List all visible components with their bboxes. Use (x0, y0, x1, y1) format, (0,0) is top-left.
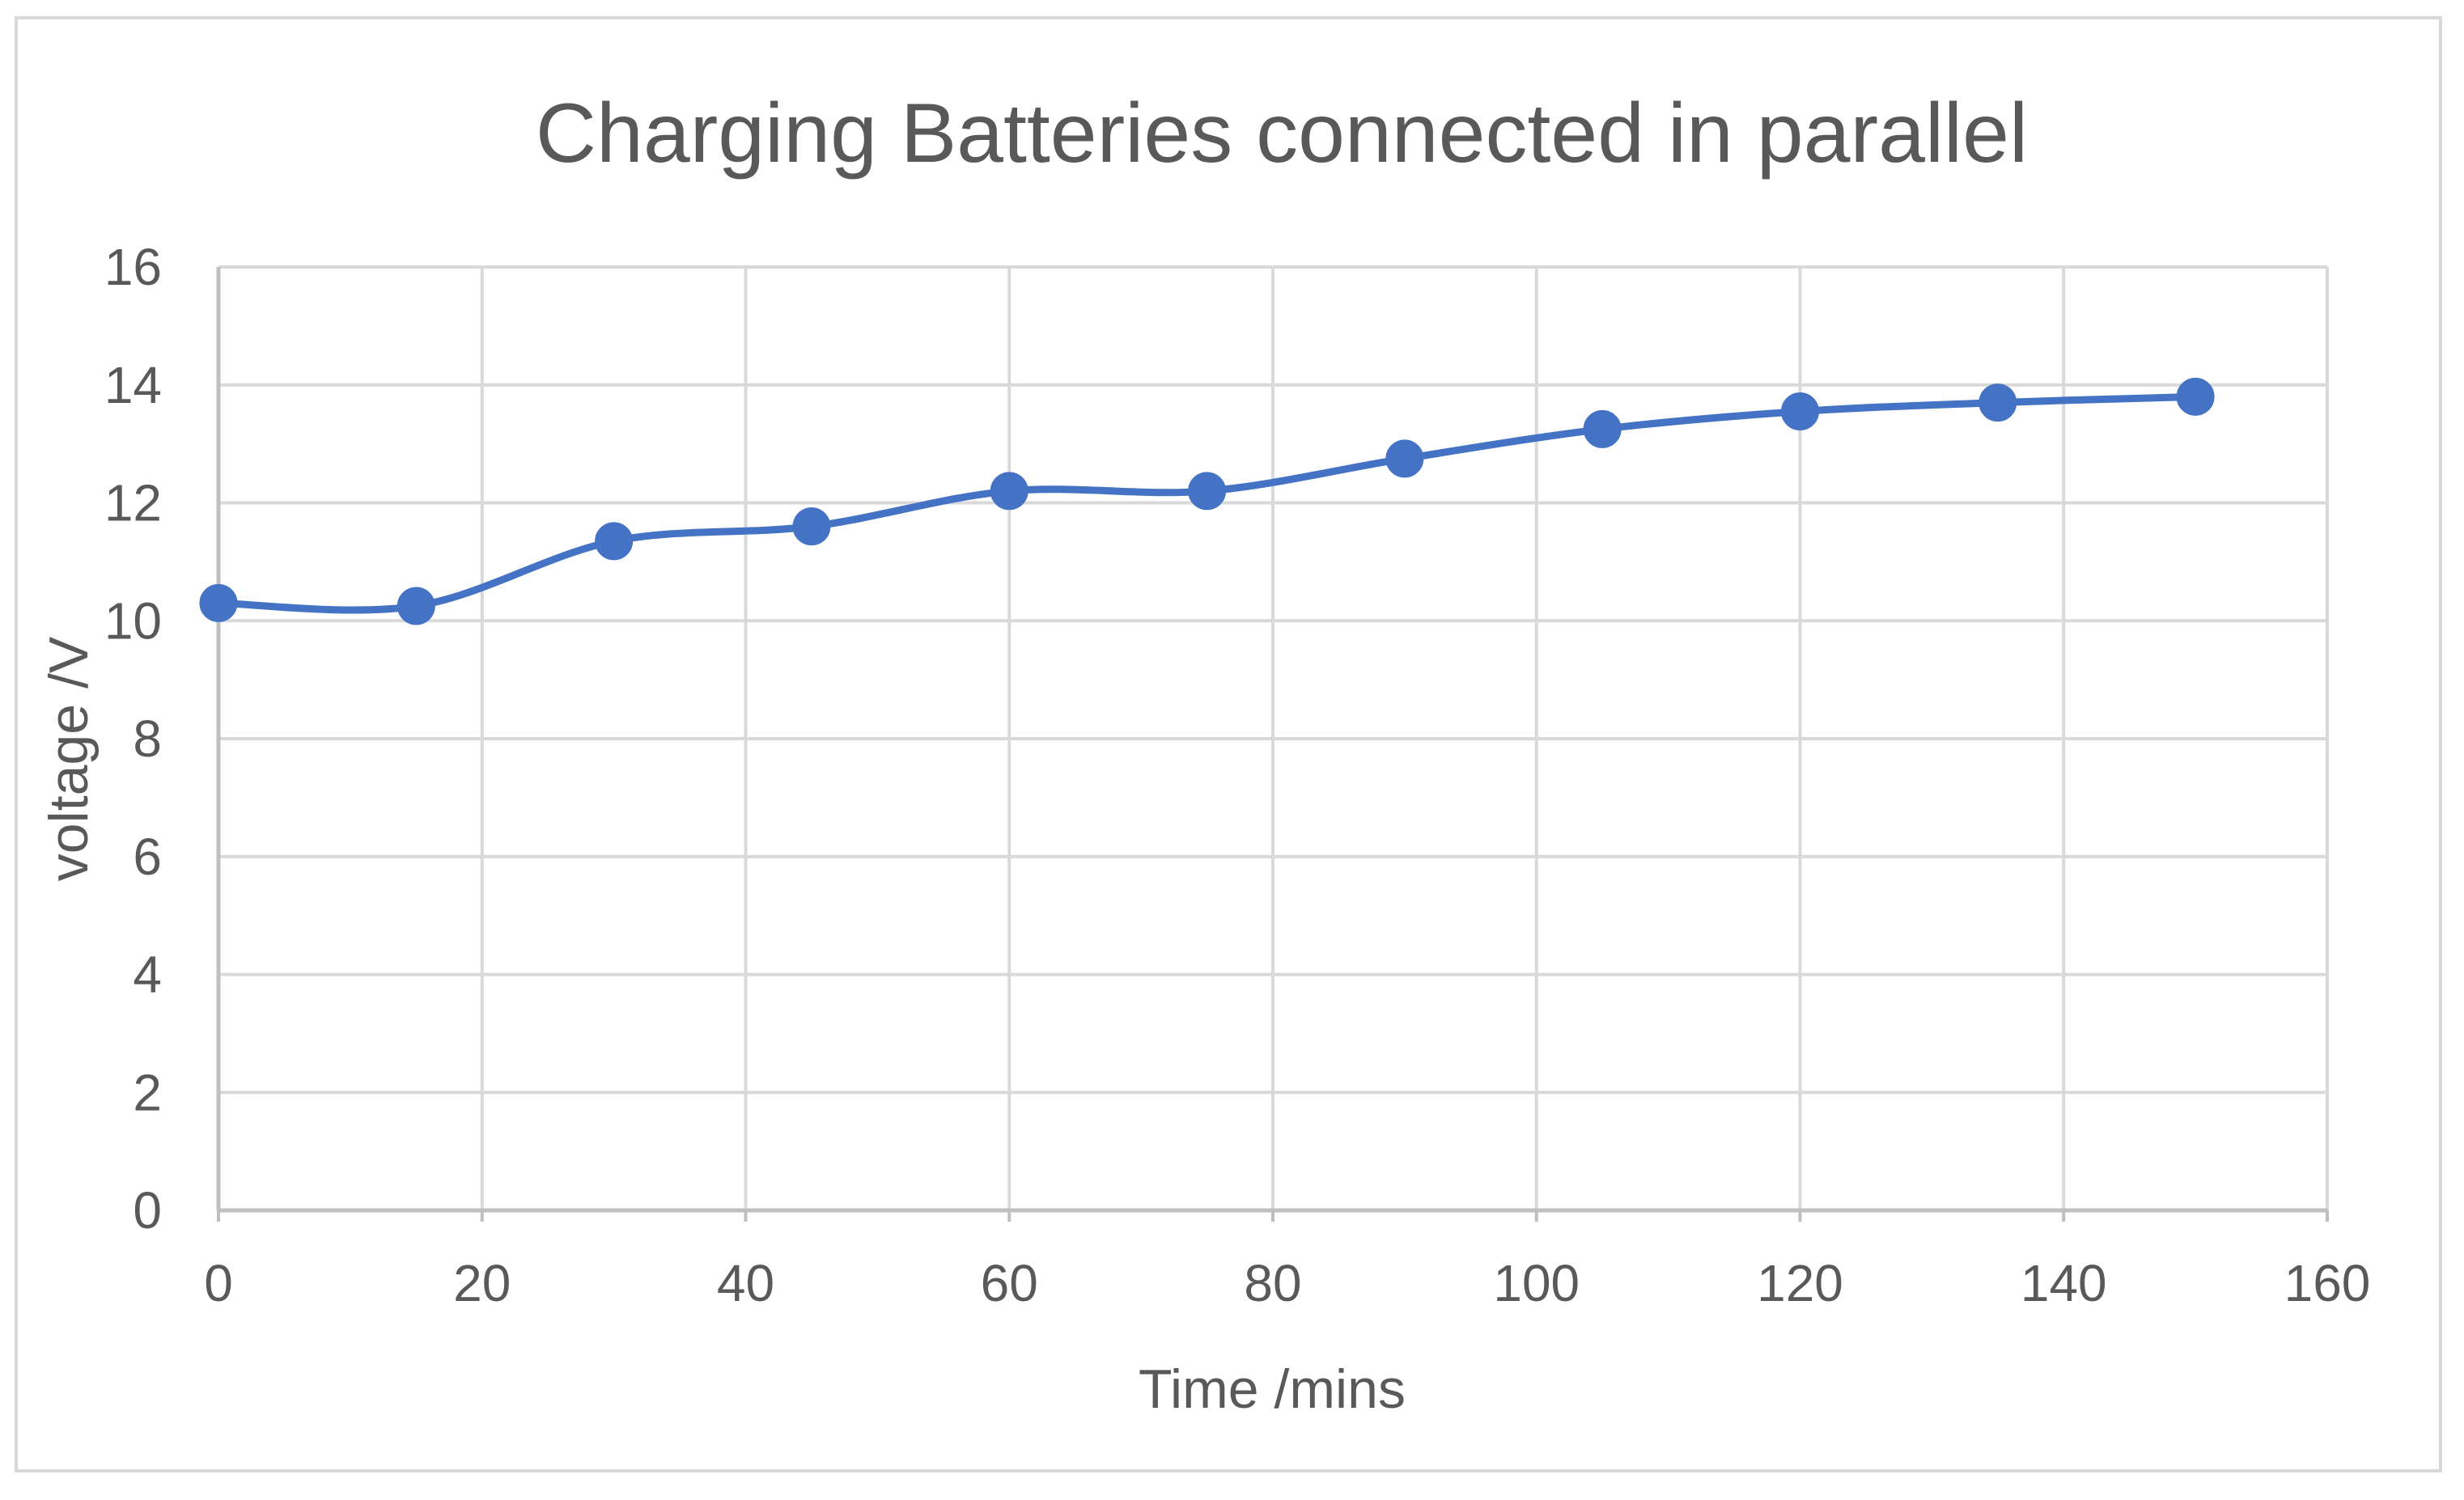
data-point (1188, 472, 1227, 511)
data-point (2176, 377, 2215, 416)
x-tick-label: 0 (204, 1254, 233, 1312)
y-tick-label: 12 (104, 474, 162, 532)
x-tick-label: 120 (1757, 1254, 1843, 1312)
data-point (1385, 439, 1424, 478)
data-point (792, 507, 831, 546)
y-axis-title: voltage /V (38, 636, 100, 881)
data-point (1978, 383, 2017, 422)
y-tick-label: 2 (133, 1063, 162, 1121)
y-tick-label: 0 (133, 1181, 162, 1239)
data-point (1781, 392, 1819, 431)
x-tick-label: 140 (2021, 1254, 2107, 1312)
data-point (1583, 409, 1622, 448)
x-tick-label: 60 (981, 1254, 1038, 1312)
data-point (595, 522, 634, 561)
y-tick-label: 6 (133, 828, 162, 886)
data-point (990, 472, 1028, 511)
chart-frame (15, 16, 2442, 1472)
y-tick-label: 8 (133, 710, 162, 768)
data-point (199, 583, 238, 622)
y-tick-label: 16 (104, 238, 162, 296)
x-tick-label: 80 (1244, 1254, 1301, 1312)
axes (216, 267, 2329, 1222)
chart-title: Charging Batteries connected in parallel (536, 87, 2028, 180)
x-axis-title: Time /mins (1139, 1358, 1406, 1420)
x-tick-label: 160 (2284, 1254, 2371, 1312)
y-tick-label: 14 (104, 356, 162, 414)
x-tick-label: 40 (717, 1254, 774, 1312)
data-point (397, 587, 435, 625)
x-tick-label: 100 (1493, 1254, 1580, 1312)
data-series (199, 377, 2215, 625)
x-tick-label: 20 (453, 1254, 511, 1312)
y-tick-label: 10 (104, 591, 162, 650)
y-tick-label: 4 (133, 946, 162, 1004)
